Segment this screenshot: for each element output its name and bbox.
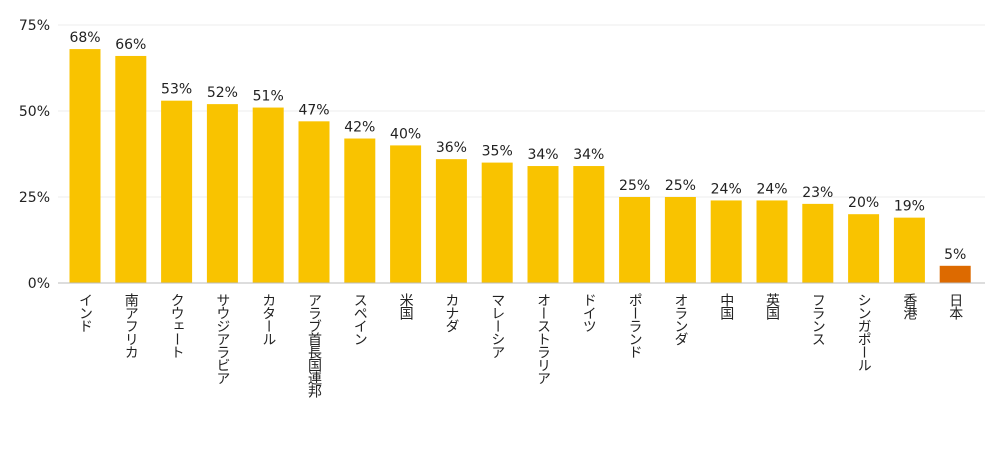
x-tick-label: シンガポール xyxy=(855,293,872,371)
y-tick-label: 25% xyxy=(19,190,50,206)
data-label: 24% xyxy=(711,181,742,197)
data-label: 40% xyxy=(390,126,421,142)
bar xyxy=(710,200,742,283)
x-tick-label: スペイン xyxy=(351,293,368,345)
bar xyxy=(390,145,422,283)
bar xyxy=(756,200,788,283)
data-label: 53% xyxy=(161,82,192,98)
bar xyxy=(527,166,559,283)
data-label: 52% xyxy=(207,85,238,101)
bar xyxy=(206,104,238,284)
data-label: 35% xyxy=(482,144,513,160)
x-tick-label: カタール xyxy=(260,293,277,345)
x-tick-label: 南アフリカ xyxy=(122,293,139,358)
bar xyxy=(939,265,971,283)
data-label: 34% xyxy=(573,147,604,163)
bar xyxy=(893,217,925,283)
data-label: 25% xyxy=(619,178,650,194)
data-label: 20% xyxy=(848,195,879,211)
x-tick-label: カナダ xyxy=(443,293,460,332)
x-tick-label: アラブ首長国連邦 xyxy=(306,293,322,397)
y-tick-label: 75% xyxy=(19,18,50,34)
x-tick-label: オランダ xyxy=(672,293,689,345)
y-tick-label: 0% xyxy=(28,276,50,292)
x-tick-label: 中国 xyxy=(718,293,735,319)
x-tick-label: オーストラリア xyxy=(535,293,551,384)
y-tick-label: 50% xyxy=(19,104,50,120)
data-label: 25% xyxy=(665,178,696,194)
x-tick-label: インド xyxy=(77,293,93,332)
bar xyxy=(435,159,467,283)
data-label: 47% xyxy=(298,102,329,118)
x-tick-label: 英国 xyxy=(764,293,780,319)
bar xyxy=(848,214,880,283)
data-label: 68% xyxy=(69,30,100,46)
bar xyxy=(252,107,284,283)
data-label: 34% xyxy=(527,147,558,163)
x-tick-label: 香港 xyxy=(901,293,918,319)
x-tick-label: ドイツ xyxy=(580,293,597,332)
bar xyxy=(619,197,651,283)
bar xyxy=(664,197,696,283)
x-tick-label: クウェート xyxy=(168,293,185,358)
x-tick-label: 米国 xyxy=(397,293,414,319)
data-label: 5% xyxy=(944,247,966,263)
data-label: 19% xyxy=(894,199,925,215)
data-label: 42% xyxy=(344,120,375,136)
bar xyxy=(344,138,376,283)
bar xyxy=(298,121,330,283)
x-tick-label: マレーシア xyxy=(489,293,506,358)
x-tick-label: サウジアラビア xyxy=(214,293,231,384)
data-label: 23% xyxy=(802,185,833,201)
bar xyxy=(161,100,193,284)
data-label: 24% xyxy=(756,181,787,197)
x-tick-label: ポーランド xyxy=(626,293,643,358)
x-tick-label: 日本 xyxy=(947,293,964,319)
bar xyxy=(69,49,101,283)
bar xyxy=(481,162,513,283)
x-tick-label: フランス xyxy=(809,293,826,345)
bar xyxy=(802,203,834,283)
data-label: 36% xyxy=(436,140,467,156)
data-label: 51% xyxy=(253,89,284,105)
bar xyxy=(573,166,605,283)
data-label: 66% xyxy=(115,37,146,53)
bar xyxy=(115,55,147,284)
